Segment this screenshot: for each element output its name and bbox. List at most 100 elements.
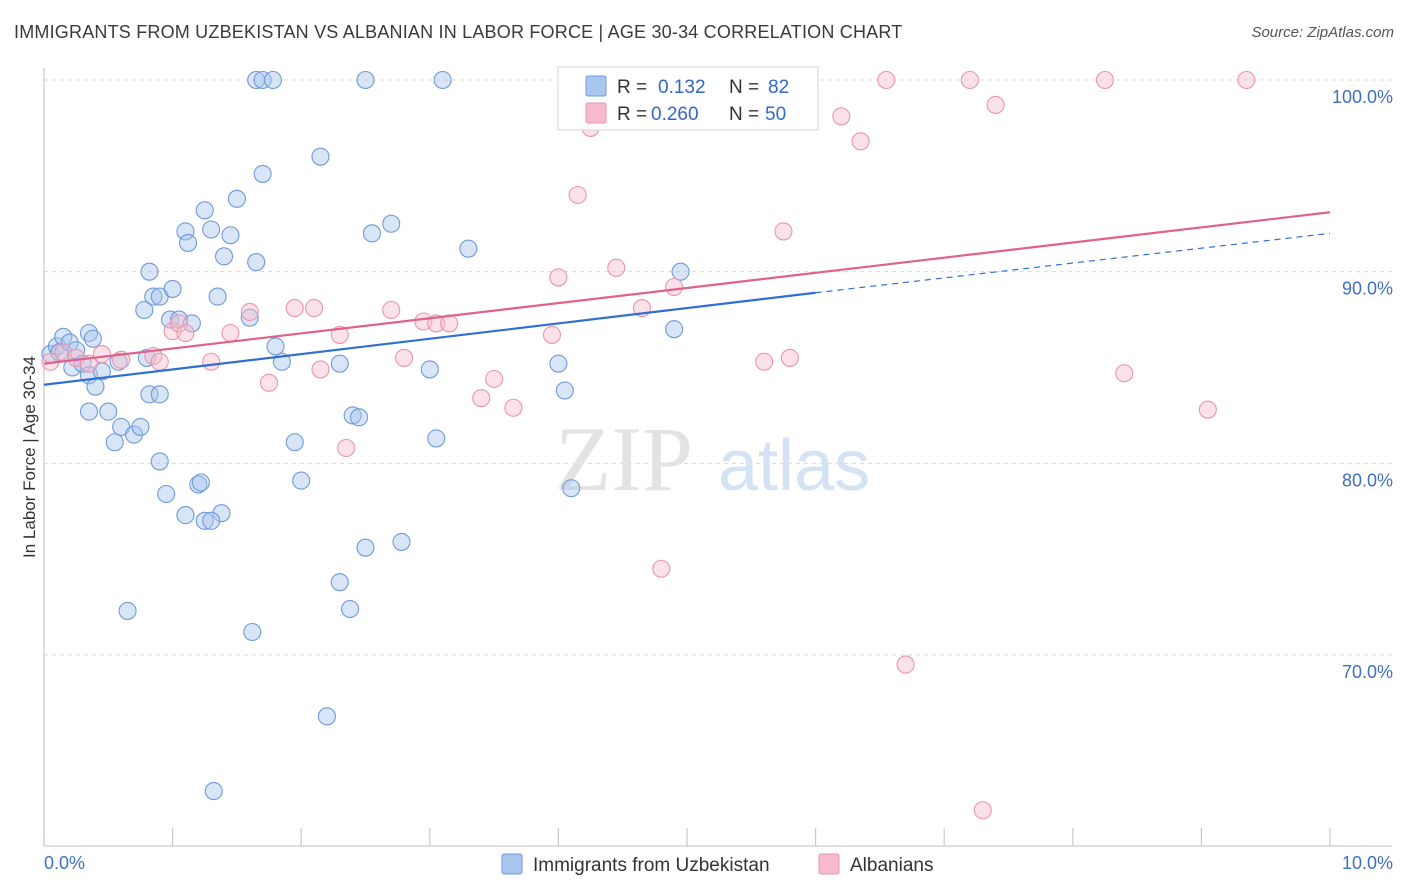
y-axis-label: In Labor Force | Age 30-34 <box>20 356 39 558</box>
data-point <box>109 352 128 371</box>
data-point <box>247 253 266 272</box>
data-point <box>459 239 478 258</box>
x-tick-label-max: 10.0% <box>1342 853 1393 873</box>
data-point <box>195 201 214 220</box>
y-tick-label: 90.0% <box>1342 279 1393 299</box>
data-point <box>780 348 799 367</box>
legend-box: R = 0.132 N = 82 R = 0.260 N = 50 <box>557 66 819 131</box>
data-point <box>1095 70 1114 90</box>
data-point <box>212 504 231 523</box>
data-point <box>392 532 411 551</box>
watermark-atlas: atlas <box>718 426 870 506</box>
y-tick-label: 70.0% <box>1342 662 1393 682</box>
data-point <box>202 352 221 371</box>
data-point <box>131 417 150 436</box>
bottom-legend-label-uzbekistan: Immigrants from Uzbekistan <box>533 855 770 876</box>
data-point <box>79 402 99 421</box>
data-point <box>144 287 163 306</box>
legend-swatch-blue <box>585 75 607 97</box>
data-point <box>285 299 304 318</box>
trend-line-extension <box>815 232 1331 294</box>
data-point <box>176 222 195 241</box>
bottom-legend-swatch-uzbekistan <box>501 853 523 875</box>
data-point <box>542 325 562 344</box>
data-point <box>851 132 870 151</box>
y-tick-label: 80.0% <box>1342 470 1393 490</box>
data-point <box>150 452 169 471</box>
trend-lines <box>43 211 1331 386</box>
data-point <box>382 300 401 320</box>
data-point <box>665 277 684 297</box>
data-point <box>176 506 195 525</box>
data-point <box>204 782 223 801</box>
data-point <box>362 224 381 243</box>
data-point <box>420 360 439 379</box>
data-point <box>259 373 279 392</box>
data-point <box>105 433 124 452</box>
x-tick-label-min: 0.0% <box>44 853 85 873</box>
data-point <box>99 402 118 421</box>
data-point <box>292 471 311 490</box>
legend-swatch-pink <box>585 102 607 124</box>
bottom-legend-swatch-albanians <box>818 853 840 875</box>
data-point <box>317 707 336 726</box>
data-point <box>92 345 111 364</box>
bottom-legend-label-albanians: Albanians <box>850 855 933 876</box>
y-tick-labels: 70.0% 80.0% 90.0% 100.0% <box>1332 87 1393 682</box>
data-point <box>607 258 626 277</box>
legend-r-value-blue: 0.132 <box>658 77 706 98</box>
data-point <box>665 320 684 339</box>
data-point <box>472 389 491 408</box>
data-point <box>356 538 375 557</box>
data-point <box>774 222 793 241</box>
data-point <box>832 107 851 126</box>
data-point <box>652 559 671 578</box>
data-point <box>330 325 349 344</box>
data-point <box>202 220 221 239</box>
data-point <box>140 385 159 404</box>
legend-r-value-pink: 0.260 <box>651 104 699 125</box>
data-point <box>214 247 234 266</box>
data-point <box>191 473 210 492</box>
data-point <box>382 214 401 233</box>
x-tick-marks <box>43 828 1331 846</box>
data-point <box>60 333 79 352</box>
data-point <box>485 369 504 389</box>
data-point <box>266 337 285 356</box>
data-point <box>1198 400 1217 419</box>
data-point <box>877 70 896 90</box>
data-point <box>182 314 201 333</box>
data-point <box>671 262 690 281</box>
data-point <box>568 185 587 205</box>
data-point <box>960 70 979 90</box>
data-point <box>1237 70 1256 90</box>
data-point <box>157 484 176 504</box>
data-point <box>253 164 272 183</box>
data-point <box>83 329 102 348</box>
data-point <box>330 573 349 592</box>
chart-title: IMMIGRANTS FROM UZBEKISTAN VS ALBANIAN I… <box>14 22 903 42</box>
data-point <box>221 226 240 245</box>
data-point <box>562 479 581 498</box>
data-point <box>240 302 259 321</box>
data-point <box>896 655 915 674</box>
bottom-legend: Immigrants from Uzbekistan Albanians <box>501 853 933 876</box>
data-point <box>549 354 568 373</box>
data-point <box>1115 364 1134 383</box>
legend-r-label-blue: R = <box>617 77 647 98</box>
trend-line <box>43 291 816 386</box>
y-tick-label: 100.0% <box>1332 87 1393 107</box>
watermark: ZIP atlas <box>555 408 870 510</box>
grid-layer <box>44 79 1392 656</box>
legend-n-value-blue: 82 <box>768 77 789 98</box>
data-point <box>195 511 214 530</box>
data-point <box>240 308 259 327</box>
data-point <box>169 314 189 333</box>
data-point <box>253 70 272 90</box>
data-point <box>427 429 446 448</box>
data-point <box>150 385 169 404</box>
data-point <box>176 323 195 343</box>
data-point <box>140 262 159 281</box>
series-uzbekistan-points <box>41 70 812 801</box>
data-point <box>243 622 262 642</box>
